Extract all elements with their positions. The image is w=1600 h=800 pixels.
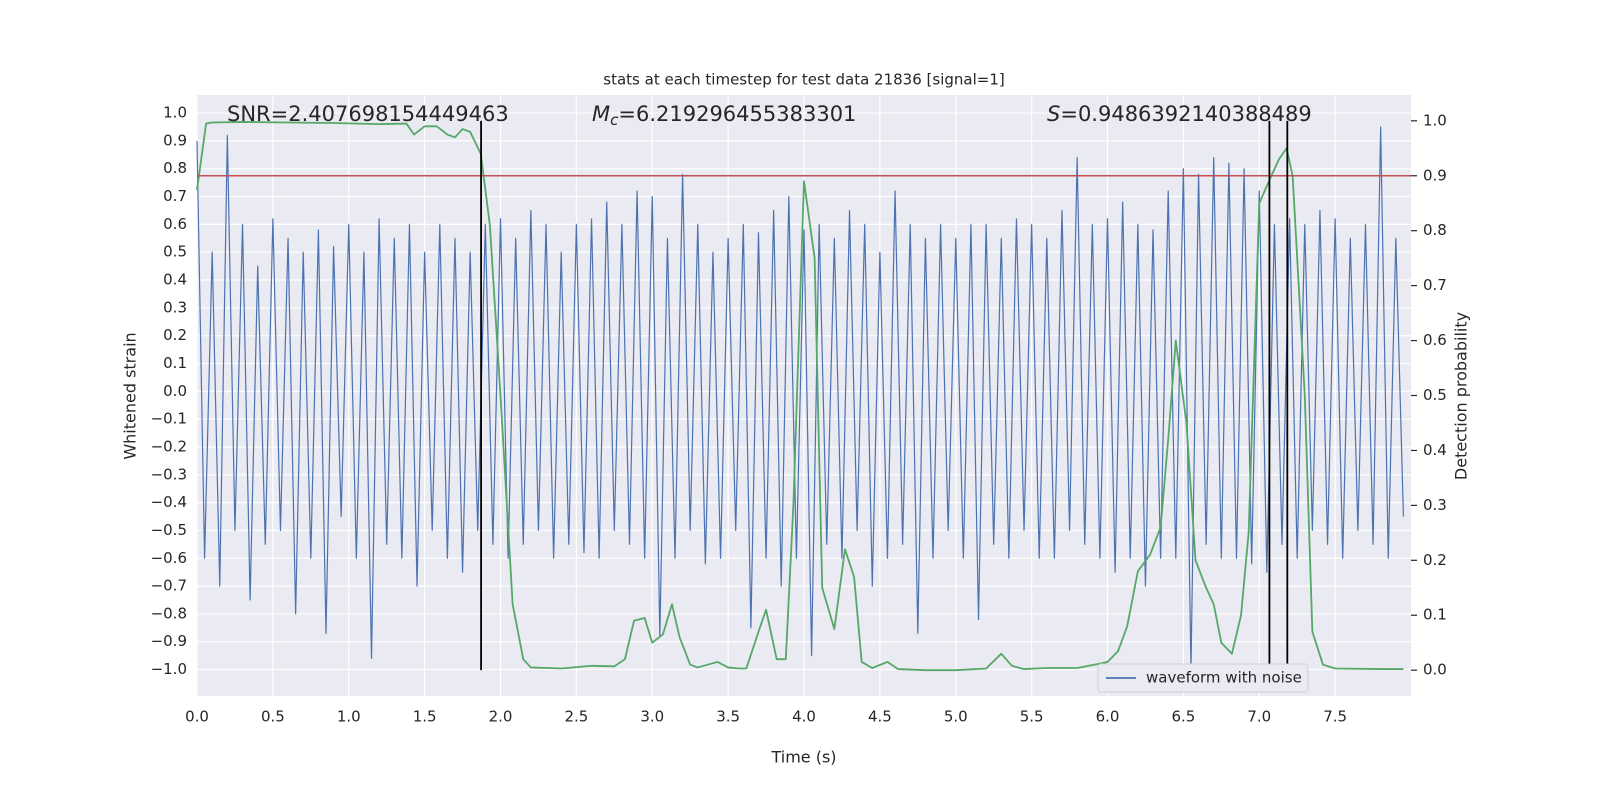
y2-tick-label: 0.9 — [1423, 166, 1447, 184]
y2-tick-label: 0.0 — [1423, 661, 1447, 679]
y-tick-label: −0.5 — [151, 521, 187, 539]
x-tick-label: 0.5 — [261, 708, 285, 726]
y2-tick-label: 0.3 — [1423, 496, 1447, 514]
y2-tick-label: 0.8 — [1423, 221, 1447, 239]
y-tick-label: −0.1 — [151, 410, 187, 428]
y2-tick-label: 0.4 — [1423, 441, 1447, 459]
y-tick-label: 0.3 — [163, 298, 187, 316]
y-tick-label: 0.7 — [163, 187, 187, 205]
x-tick-label: 4.5 — [868, 708, 892, 726]
x-axis-label: Time (s) — [770, 748, 836, 767]
y-tick-label: 0.5 — [163, 243, 187, 261]
y-tick-label: −0.9 — [151, 632, 187, 650]
x-tick-label: 2.5 — [564, 708, 588, 726]
series-line — [196, 121, 1404, 672]
chart-title: stats at each timestep for test data 218… — [603, 71, 1004, 89]
x-tick-label: 6.0 — [1096, 708, 1120, 726]
y-tick-label: −0.8 — [151, 604, 187, 622]
y-tick-label: 0.0 — [163, 382, 187, 400]
annotation-text: =0.9486392140388489 — [1060, 102, 1311, 126]
y-tick-label: 0.1 — [163, 354, 187, 372]
annotation-symbol: M — [592, 102, 610, 126]
y2-axis-label: Detection probability — [1452, 312, 1471, 480]
y-tick-label: 0.8 — [163, 159, 187, 177]
x-tick-label: 5.0 — [944, 708, 968, 726]
x-tick-label: 6.5 — [1171, 708, 1195, 726]
x-tick-label: 3.0 — [640, 708, 664, 726]
marks — [196, 120, 1411, 672]
y2-tick-label: 0.1 — [1423, 606, 1447, 624]
annotation: SNR=2.407698154449463 — [227, 102, 509, 126]
x-tick-label: 4.0 — [792, 708, 816, 726]
y-tick-label: 0.4 — [163, 271, 187, 289]
y-tick-label: −0.6 — [151, 549, 187, 567]
annotation-subscript: c — [610, 111, 619, 129]
y-axis-label: Whitened strain — [121, 332, 140, 459]
y-tick-label: −0.7 — [151, 577, 187, 595]
annotation-symbol: S — [1047, 102, 1060, 126]
annotation: S=0.9486392140388489 — [1047, 102, 1312, 126]
x-tick-label: 3.5 — [716, 708, 740, 726]
x-tick-label: 7.5 — [1323, 708, 1347, 726]
legend-label: waveform with noise — [1146, 669, 1302, 687]
y-tick-label: −1.0 — [151, 660, 187, 678]
y2-tick-label: 0.5 — [1423, 386, 1447, 404]
y2-tick-label: 0.7 — [1423, 276, 1447, 294]
y-tick-label: 0.9 — [163, 131, 187, 149]
legend-box — [1097, 663, 1309, 693]
series-line — [196, 126, 1405, 671]
x-tick-label: 1.0 — [337, 708, 361, 726]
y-tick-label: 1.0 — [163, 104, 187, 122]
y-tick-label: −0.2 — [151, 437, 187, 455]
annotation-text: SNR=2.407698154449463 — [227, 102, 509, 126]
x-tick-label: 1.5 — [413, 708, 437, 726]
x-tick-label: 2.0 — [489, 708, 513, 726]
y-tick-label: −0.4 — [151, 493, 187, 511]
annotation: Mc=6.219296455383301 — [592, 102, 856, 129]
y2-tick-label: 1.0 — [1423, 111, 1447, 129]
x-tick-label: 0.0 — [185, 708, 209, 726]
y-tick-label: 0.6 — [163, 215, 187, 233]
y-tick-label: −0.3 — [151, 465, 187, 483]
y2-tick-label: 0.2 — [1423, 551, 1447, 569]
y2-tick-label: 0.6 — [1423, 331, 1447, 349]
y-tick-label: 0.2 — [163, 326, 187, 344]
x-tick-label: 7.0 — [1247, 708, 1271, 726]
annotation-text: =6.219296455383301 — [618, 102, 856, 126]
x-tick-label: 5.5 — [1020, 708, 1044, 726]
